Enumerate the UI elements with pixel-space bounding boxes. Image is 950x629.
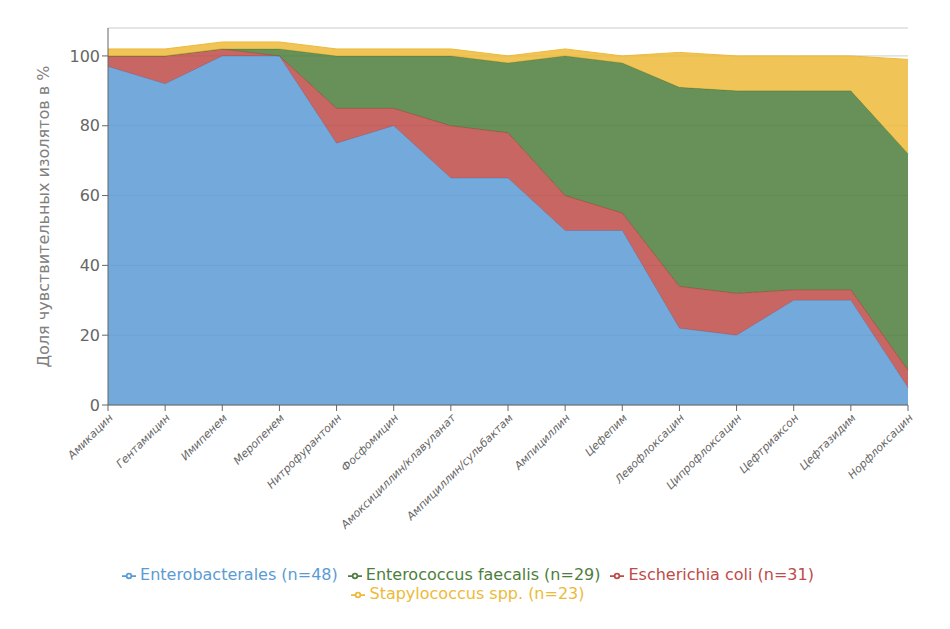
svg-text:60: 60 <box>80 186 100 205</box>
svg-text:40: 40 <box>80 256 100 275</box>
svg-text:Цефтазидим: Цефтазидим <box>797 411 858 472</box>
svg-text:Ципрофлоксацин: Ципрофлоксацин <box>664 411 745 492</box>
html-text:Stapylococcus spp. (n=23): Stapylococcus spp. (n=23) <box>369 584 585 603</box>
html-text:Enterococcus faecalis (n=29): Enterococcus faecalis (n=29) <box>365 565 601 584</box>
svg-text:80: 80 <box>80 116 100 135</box>
svg-text:Гентамицин: Гентамицин <box>114 411 173 470</box>
svg-text:Фосфомицин: Фосфомицин <box>339 411 402 474</box>
html-text:Enterobacterales (n=48): Enterobacterales (n=48) <box>140 565 338 584</box>
svg-text:Нитрофурантоин: Нитрофурантоин <box>264 411 344 491</box>
svg-text:100: 100 <box>69 47 100 66</box>
svg-text:20: 20 <box>80 326 100 345</box>
svg-text:Амикацин: Амикацин <box>65 411 116 462</box>
svg-text:Цефепим: Цефепим <box>582 411 629 458</box>
svg-text:Имипенем: Имипенем <box>178 411 230 463</box>
svg-text:Доля чувствительных изолятов в: Доля чувствительных изолятов в % <box>34 66 53 368</box>
svg-text:0: 0 <box>90 396 100 415</box>
svg-text:Меропенем: Меропенем <box>231 411 287 467</box>
svg-text:Ампициллин/сульбактам: Ампициллин/сульбактам <box>403 411 515 523</box>
svg-text:Левофлоксацин: Левофлоксацин <box>612 411 688 487</box>
svg-text:Амоксициллин/клавуланат: Амоксициллин/клавуланат <box>338 411 459 532</box>
svg-text:Цефтриаксон: Цефтриаксон <box>737 411 802 476</box>
svg-text:Ампициллин: Ампициллин <box>511 411 573 473</box>
html-text:Escherichia coli (n=31): Escherichia coli (n=31) <box>628 565 814 584</box>
svg-text:Норфлоксацин: Норфлоксацин <box>845 411 915 481</box>
